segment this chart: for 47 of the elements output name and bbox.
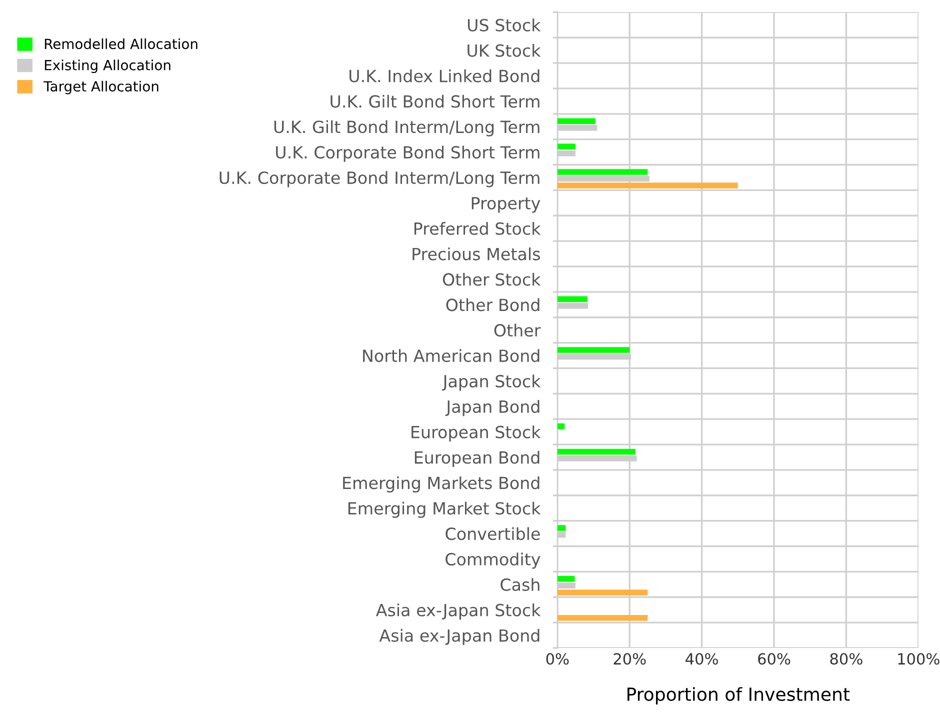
bar	[557, 590, 648, 596]
y-tick-label: U.K. Corporate Bond Interm/Long Term	[220, 171, 540, 188]
x-tick-label: 80%	[830, 653, 862, 665]
y-tick-label: Precious Metals	[412, 247, 540, 260]
y-tick-label: U.K. Gilt Bond Short Term	[330, 94, 540, 108]
y-tick-label: Emerging Markets Bond	[343, 476, 540, 492]
y-tick-label: Japan Bond	[445, 400, 540, 416]
y-tick-label: Property	[472, 197, 540, 213]
x-tick-label: 100%	[898, 653, 940, 665]
x-tick-label: 40%	[686, 653, 718, 665]
y-tick-label: U.K. Corporate Bond Short Term	[276, 146, 540, 162]
y-tick-label: European Bond	[414, 450, 540, 468]
y-tick-label: U.K. Index Linked Bond	[350, 69, 540, 82]
bar	[557, 525, 566, 531]
y-tick-label: Other Bond	[446, 298, 540, 312]
y-tick-label: U.K. Gilt Bond Interm/Long Term	[274, 120, 540, 136]
y-tick-label: Emerging Market Stock	[348, 502, 541, 518]
bar	[557, 144, 576, 150]
bar	[557, 169, 648, 175]
y-tick-label: Convertible	[446, 527, 540, 540]
y-tick-label: Other Stock	[442, 272, 541, 286]
y-tick-label: Asia ex-Japan Stock	[376, 604, 541, 620]
y-tick-label: US Stock	[468, 18, 541, 32]
bar	[557, 347, 630, 353]
y-tick-label: UK Stock	[468, 44, 541, 57]
bar	[557, 448, 636, 455]
y-tick-label: Cash	[500, 578, 540, 591]
bar	[557, 118, 596, 124]
y-tick-label: Other	[494, 324, 541, 337]
y-tick-label: European Stock	[412, 425, 541, 442]
bar	[557, 182, 738, 188]
y-tick-label: North American Bond	[363, 349, 540, 362]
x-tick-label: 60%	[758, 653, 790, 665]
x-tick-label: 20%	[614, 653, 646, 665]
legend-label: Remodelled Allocation	[44, 38, 198, 50]
x-tick-label: 0%	[546, 653, 569, 665]
x-axis-title: Proportion of Investment	[628, 687, 850, 705]
y-tick-label: Commodity	[446, 552, 540, 569]
legend-label: Target Allocation	[44, 80, 158, 94]
legend-label: Existing Allocation	[44, 60, 170, 74]
bar	[557, 615, 648, 621]
bar	[557, 423, 565, 430]
bar	[557, 576, 575, 582]
bar	[557, 296, 588, 302]
y-tick-label: Asia ex-Japan Bond	[379, 628, 540, 646]
y-tick-label: Japan Stock	[442, 374, 541, 391]
y-tick-label: Preferred Stock	[414, 222, 541, 235]
